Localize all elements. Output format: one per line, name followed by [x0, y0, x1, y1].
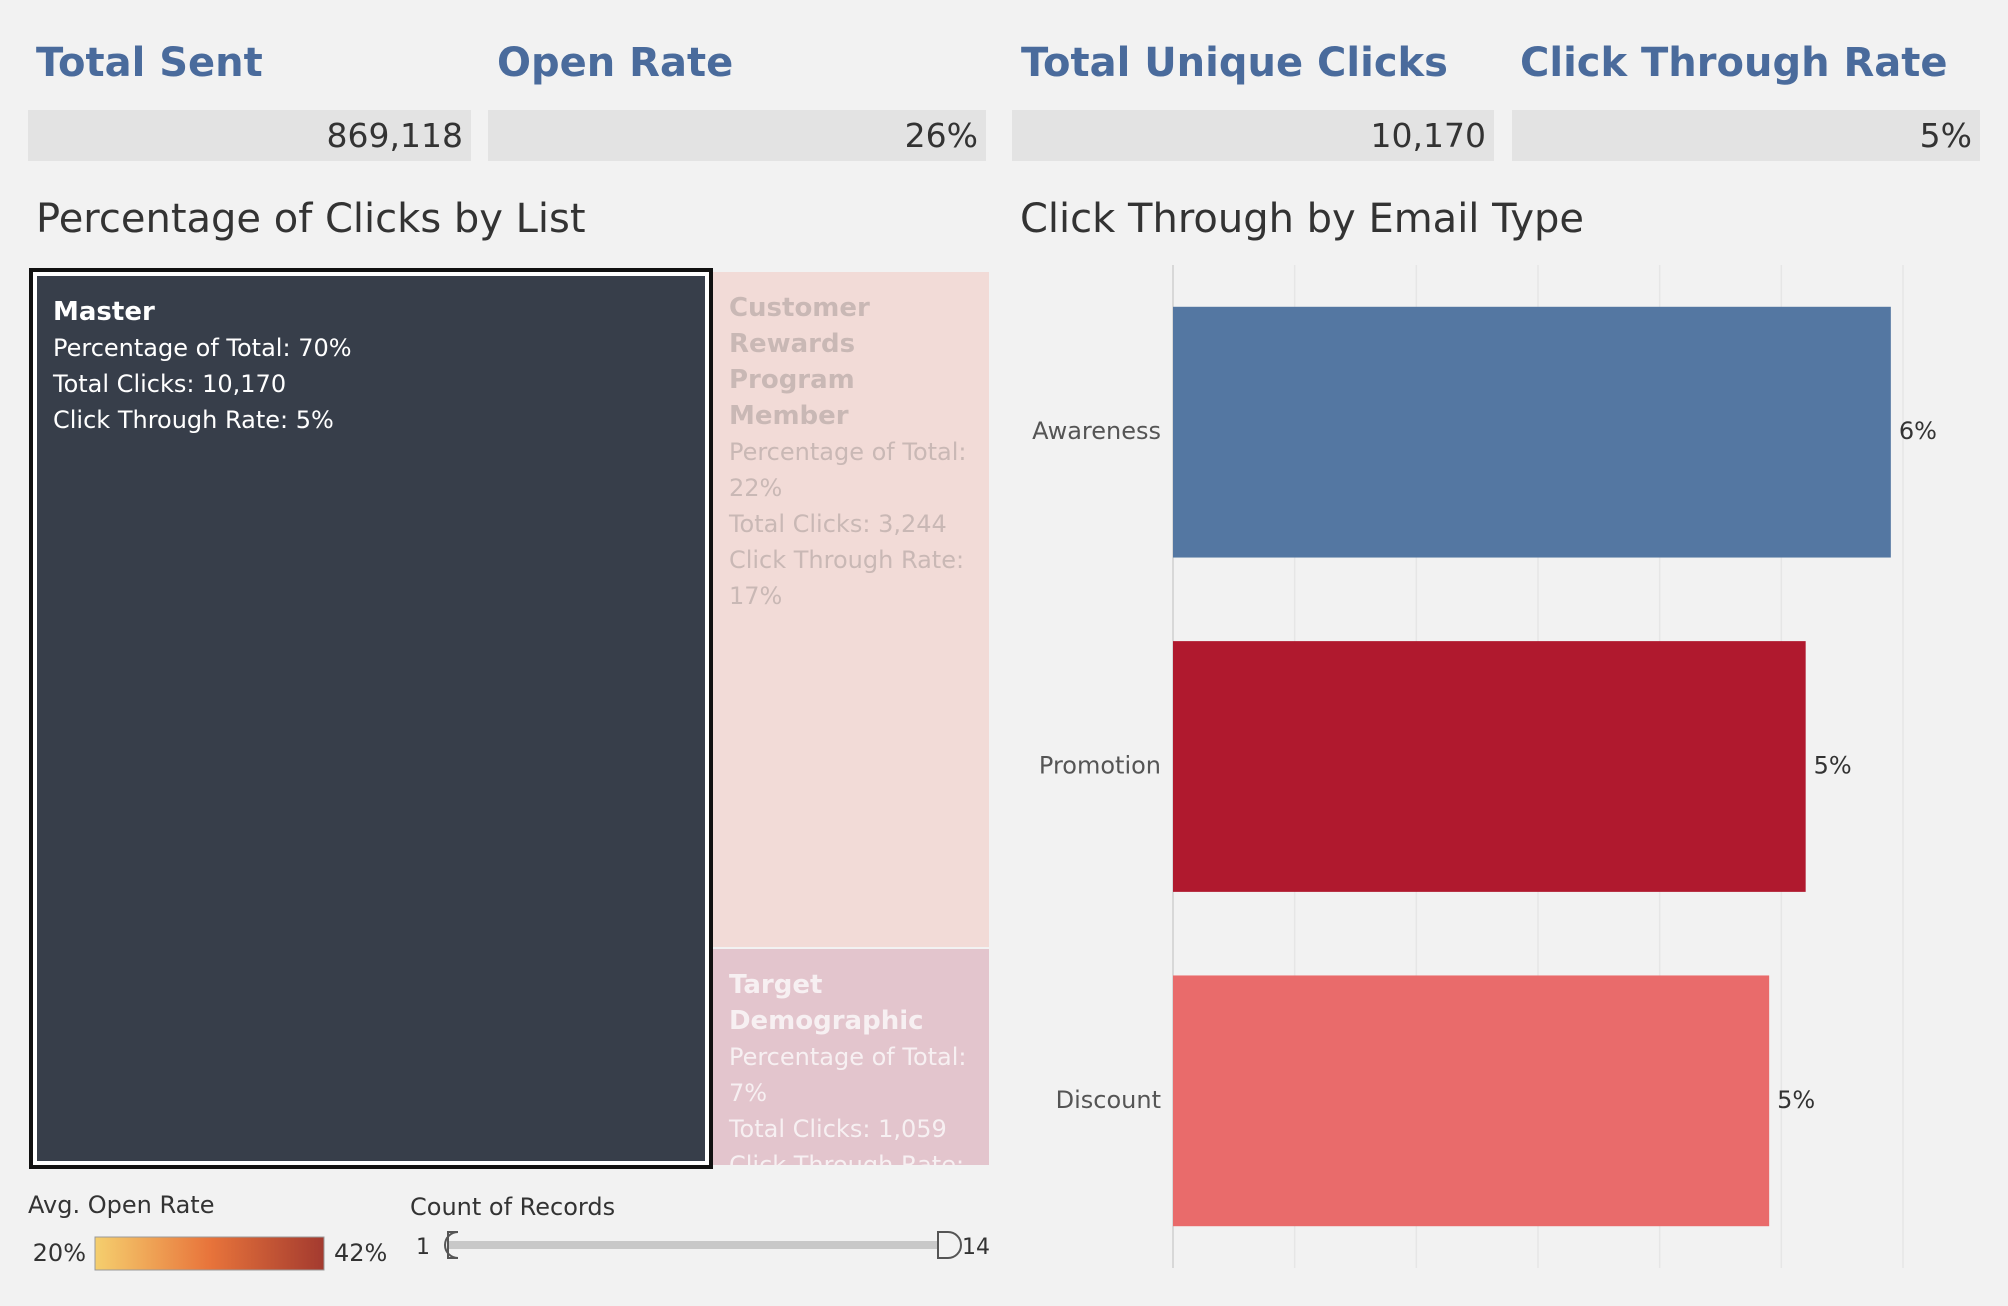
treemap-line: Percentage of Total: 22%: [729, 434, 973, 506]
filter-max: 14: [962, 1235, 990, 1260]
treemap-field: Total Clicks:: [53, 370, 195, 398]
treemap-value: 10,170: [202, 370, 287, 398]
treemap-label: Master: [53, 297, 155, 327]
treemap-field: Click Through Rate:: [729, 1151, 964, 1165]
chart-title: Click Through by Email Type: [1020, 196, 1585, 242]
treemap-field: Total Clicks:: [728, 1115, 871, 1144]
treemap-cell: Customer Rewards Program Member Percentag…: [712, 272, 989, 948]
treemap-value: 70%: [298, 334, 352, 362]
category-label: Discount: [1056, 1086, 1161, 1114]
treemap-cell: Target Demographic Percentage of Total: 7…: [712, 949, 989, 1165]
kpi-value: 10,170: [1012, 110, 1494, 161]
legend-min: 20%: [33, 1239, 86, 1267]
treemap-value: 22%: [728, 474, 783, 502]
kpi-title: Total Unique Clicks: [1021, 40, 1448, 86]
bar: [1173, 975, 1770, 1227]
treemap-line: Total Clicks: 1,059: [729, 1111, 973, 1147]
treemap-value: 3,244: [878, 510, 947, 538]
legend-title: Avg. Open Rate: [28, 1191, 214, 1219]
kpi-title: Click Through Rate: [1520, 40, 1948, 86]
treemap-field: Total Clicks:: [728, 510, 871, 538]
kpi-title: Open Rate: [497, 40, 734, 86]
category-label: Promotion: [1039, 752, 1161, 780]
chart-title: Percentage of Clicks by List: [36, 196, 586, 242]
legend-gradient: [94, 1236, 325, 1271]
kpi-value: 26%: [488, 110, 986, 161]
treemap-line: Click Through Rate: 5%: [53, 402, 689, 438]
treemap-line: Total Clicks: 10,170: [53, 366, 689, 402]
treemap-field: Click Through Rate:: [728, 546, 965, 574]
treemap-field: Percentage of Total:: [728, 1043, 967, 1072]
treemap-value: 7%: [728, 1079, 768, 1108]
kpi-value: 869,118: [28, 110, 471, 161]
kpi-title: Total Sent: [36, 40, 263, 86]
treemap-value: 1,059: [878, 1115, 947, 1144]
slider-handle: [444, 1231, 459, 1259]
kpi-value: 5%: [1512, 110, 1980, 161]
slider-handle: [937, 1231, 962, 1259]
treemap-value: 17%: [728, 582, 783, 610]
value-label: 5%: [1777, 1086, 1815, 1114]
treemap-line: Percentage of Total: 7%: [729, 1039, 973, 1111]
treemap-field: Click Through Rate:: [53, 406, 289, 434]
value-label: 6%: [1899, 417, 1937, 445]
bar: [1173, 306, 1891, 558]
treemap-line: Percentage of Total: 70%: [53, 330, 689, 366]
treemap-field: Percentage of Total:: [53, 334, 291, 362]
bar: [1173, 641, 1806, 892]
filter-title: Count of Records: [410, 1193, 615, 1221]
value-label: 5%: [1814, 752, 1852, 780]
treemap-cell: Master Percentage of Total: 70% Total Clic…: [29, 268, 713, 1169]
category-label: Awareness: [1032, 417, 1161, 445]
treemap-line: Click Through Rate:: [729, 1147, 973, 1165]
treemap-label: Target Demographic: [728, 970, 924, 1037]
filter-min: 1: [416, 1235, 430, 1260]
treemap-line: Click Through Rate: 17%: [729, 542, 973, 614]
treemap-value: 5%: [295, 406, 334, 434]
legend-max: 42%: [334, 1239, 387, 1267]
treemap-label: Customer Rewards Program Member: [728, 293, 870, 431]
treemap-line: Total Clicks: 3,244: [729, 506, 973, 542]
treemap-field: Percentage of Total:: [728, 438, 967, 466]
